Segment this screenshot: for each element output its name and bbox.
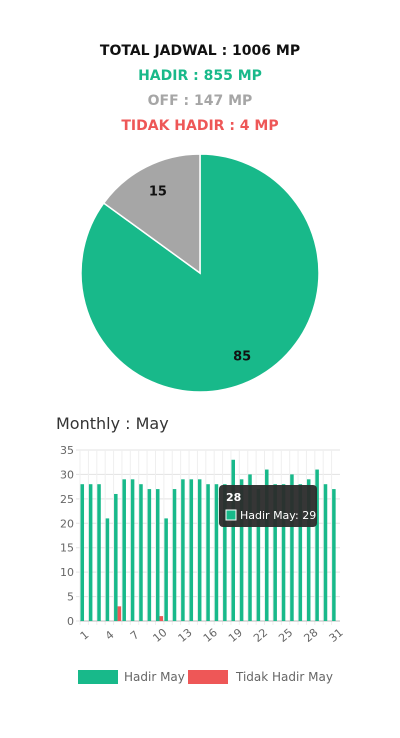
- pie-slice[interactable]: [102, 153, 201, 275]
- y-tick-label: 10: [60, 566, 74, 579]
- tooltip-label: Hadir May: 29: [240, 509, 316, 522]
- bar-hadir[interactable]: [97, 484, 101, 621]
- legend-swatch-hadir: [78, 670, 118, 684]
- bar-hadir[interactable]: [281, 484, 286, 621]
- bar-hadir[interactable]: [147, 489, 152, 621]
- y-tick-label: 25: [60, 493, 74, 506]
- x-tick-label: 13: [176, 626, 195, 645]
- bar-hadir[interactable]: [172, 489, 177, 621]
- x-tick-label: 1: [78, 628, 92, 642]
- bar-hadir[interactable]: [315, 469, 319, 621]
- bar-hadir[interactable]: [290, 474, 294, 621]
- legend-swatch-tidak-hadir: [188, 670, 228, 684]
- total-jadwal-label: TOTAL JADWAL : 1006 MP: [99, 43, 301, 59]
- bar-hadir[interactable]: [239, 479, 244, 621]
- bar-hadir[interactable]: [181, 479, 185, 621]
- y-tick-label: 5: [67, 591, 74, 604]
- bar-hadir[interactable]: [323, 484, 328, 621]
- y-tick-label: 15: [60, 542, 74, 555]
- bar-hadir[interactable]: [231, 459, 235, 621]
- monthly-title: Monthly : May: [56, 414, 169, 433]
- legend-label-tidak-hadir[interactable]: Tidak Hadir May: [236, 670, 333, 684]
- bar-hadir[interactable]: [332, 489, 336, 621]
- bar-hadir[interactable]: [164, 518, 168, 621]
- bar-hadir[interactable]: [256, 489, 261, 621]
- x-tick-label: 25: [276, 626, 295, 645]
- bar-hadir[interactable]: [265, 469, 269, 621]
- bar-hadir[interactable]: [206, 484, 210, 621]
- x-tick-label: 19: [226, 626, 245, 645]
- y-tick-label: 30: [60, 468, 74, 481]
- off-count-label: OFF : 147 MP: [147, 93, 253, 109]
- bar-hadir[interactable]: [197, 479, 202, 621]
- pie-slice-label: 15: [149, 184, 167, 199]
- bar-hadir[interactable]: [105, 518, 110, 621]
- x-tick-label: 22: [251, 626, 270, 645]
- monthly-bar-chart[interactable]: 0 5 10 15 20 25 30 35 1 4 7 10 13 16 19 22 25 28 31 28 Hadir…: [0, 440, 400, 660]
- x-tick-label: 16: [201, 626, 220, 645]
- bar-tidak-hadir[interactable]: [159, 616, 164, 621]
- legend-label-hadir[interactable]: Hadir May: [124, 670, 185, 684]
- x-tick-label: 7: [128, 628, 142, 642]
- bar-tidak-hadir[interactable]: [117, 606, 122, 621]
- bar-hadir[interactable]: [273, 484, 277, 621]
- bar-hadir[interactable]: [189, 479, 194, 621]
- bar-hadir[interactable]: [139, 484, 143, 621]
- x-tick-label: 4: [103, 628, 117, 642]
- bar-hadir[interactable]: [130, 479, 135, 621]
- bar-hadir[interactable]: [306, 479, 311, 621]
- y-tick-label: 0: [67, 615, 74, 628]
- x-tick-label: 28: [301, 626, 320, 645]
- tidak-hadir-count-label: TIDAK HADIR : 4 MP: [121, 118, 279, 134]
- tooltip-swatch: [225, 509, 237, 521]
- y-tick-label: 35: [60, 444, 74, 457]
- pie-slice-label: 85: [233, 350, 251, 365]
- chart-tooltip: 28 Hadir May: 29: [219, 485, 317, 527]
- y-tick-label: 20: [60, 517, 74, 530]
- bar-hadir[interactable]: [298, 484, 303, 621]
- tooltip-title: 28: [226, 491, 241, 504]
- bar-hadir[interactable]: [114, 493, 118, 621]
- bar-hadir[interactable]: [88, 484, 93, 621]
- bar-hadir[interactable]: [214, 484, 219, 621]
- bar-hadir[interactable]: [155, 489, 160, 621]
- x-tick-label: 10: [150, 626, 169, 645]
- bar-hadir[interactable]: [122, 479, 126, 621]
- bar-hadir[interactable]: [248, 474, 252, 621]
- x-tick-label: 31: [327, 626, 346, 645]
- bar-hadir[interactable]: [223, 484, 227, 621]
- hadir-count-label: HADIR : 855 MP: [138, 68, 262, 84]
- attendance-pie-chart[interactable]: 85 15: [0, 140, 400, 405]
- bar-hadir[interactable]: [80, 484, 85, 621]
